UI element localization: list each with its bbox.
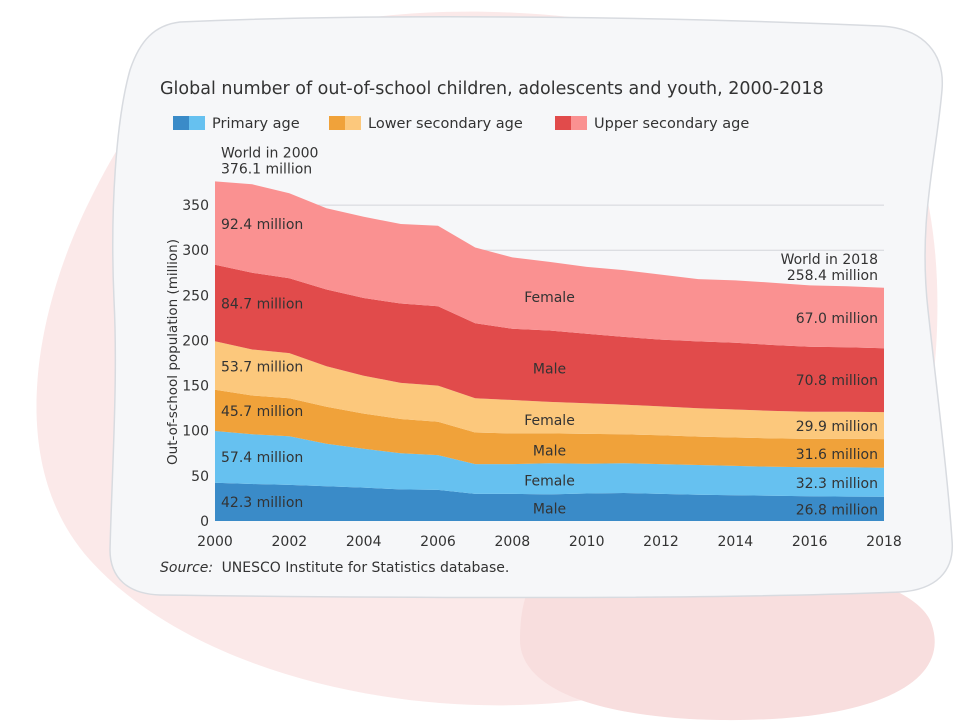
data-label: 32.3 million [796,476,878,492]
area-lower-secondary-age-male [215,389,884,468]
legend-label-lower-secondary: Lower secondary age [368,116,523,132]
data-labels: 42.3 million 57.4 million 45.7 million 53.7… [221,217,878,518]
data-label: 26.8 million [796,502,878,518]
sex-label-male: Male [533,501,566,517]
x-tick-label: 2010 [569,534,605,550]
x-tick-label: 2014 [718,534,754,550]
x-tick-label: 2006 [420,534,456,550]
y-tick-label: 100 [182,424,209,440]
legend-swatch-upper-male [555,116,571,130]
y-axis-label: Out-of-school population (million) [165,239,181,465]
sex-label-male: Male [533,361,566,377]
data-label: 92.4 million [221,217,303,233]
sex-labels: Male Female Male Female Male Female [524,290,575,517]
data-label: 67.0 million [796,311,878,327]
legend-label-primary: Primary age [212,116,300,132]
sex-label-female: Female [524,290,575,306]
legend-item-primary: Primary age [173,116,300,132]
y-tick-label: 250 [182,288,209,304]
x-tick-label: 2016 [792,534,828,550]
data-label: 84.7 million [221,296,303,312]
legend-item-lower-secondary: Lower secondary age [329,116,523,132]
legend-swatch-primary-female [189,116,205,130]
data-label: 45.7 million [221,404,303,420]
legend-item-upper-secondary: Upper secondary age [555,116,749,132]
annotation-world-2018: World in 2018 258.4 million [781,252,878,284]
y-axis-ticks: 0 50 100 150 200 250 300 350 [182,198,209,530]
y-tick-label: 350 [182,198,209,214]
x-tick-label: 2004 [346,534,382,550]
y-tick-label: 50 [191,469,209,485]
chart-title: Global number of out-of-school children,… [160,79,824,99]
area-upper-secondary-age-male [215,264,884,413]
legend-swatch-lower-female [345,116,361,130]
annotation-world-2000: World in 2000 376.1 million [221,146,318,178]
y-tick-label: 200 [182,333,209,349]
data-label: 57.4 million [221,450,303,466]
x-tick-label: 2018 [866,534,902,550]
x-tick-label: 2012 [643,534,679,550]
source-note: Source: UNESCO Institute for Statistics … [160,560,509,576]
x-tick-label: 2008 [495,534,531,550]
area-primary-age-female [215,431,884,497]
area-lower-secondary-age-female [215,341,884,440]
data-label: 31.6 million [796,447,878,463]
legend-swatch-upper-female [571,116,587,130]
data-label: 53.7 million [221,360,303,376]
sex-label-female: Female [524,413,575,429]
source-label: Source: [160,560,213,576]
legend-label-upper-secondary: Upper secondary age [594,116,749,132]
y-tick-label: 0 [200,514,209,530]
data-label: 70.8 million [796,373,878,389]
y-tick-label: 300 [182,243,209,259]
legend-swatch-primary-male [173,116,189,130]
area-upper-secondary-age-female [215,181,884,349]
x-tick-label: 2000 [197,534,233,550]
annotations: World in 2000 376.1 million World in 2018 2… [221,146,878,284]
legend-swatch-lower-male [329,116,345,130]
x-axis-ticks: 2000 2002 2004 2006 2008 2010 2012 2014 2016 2018 [197,534,902,550]
sex-label-female: Female [524,473,575,489]
data-label: 29.9 million [796,419,878,435]
source-text: UNESCO Institute for Statistics database… [222,560,510,576]
sex-label-male: Male [533,444,566,460]
legend: Primary age Lower secondary age Upper se… [173,116,749,132]
stacked-areas [215,181,884,521]
x-tick-label: 2002 [272,534,308,550]
y-tick-label: 150 [182,379,209,395]
area-primary-age-male [215,482,884,521]
data-label: 42.3 million [221,495,303,511]
